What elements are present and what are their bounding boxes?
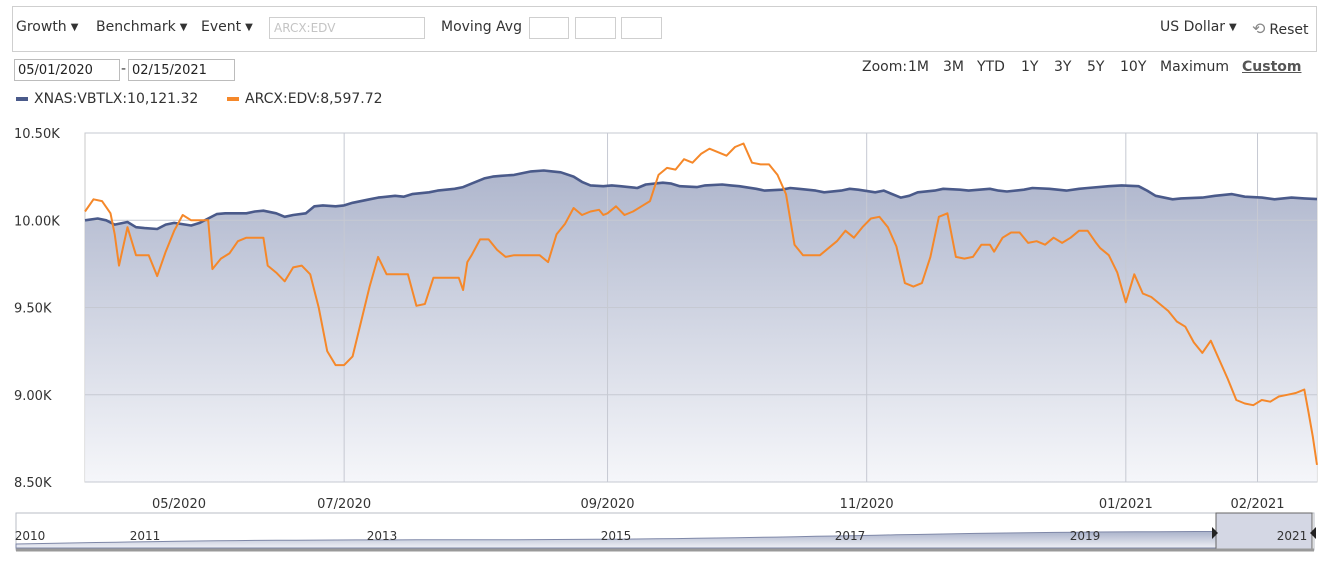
benchmark-label: Benchmark (96, 19, 176, 35)
x-tick-label: 07/2020 (317, 497, 371, 512)
legend-item-edv[interactable]: ARCX:EDV:8,597.72 (227, 91, 383, 107)
reset-label: Reset (1269, 22, 1309, 38)
x-tick-label: 11/2020 (840, 497, 894, 512)
x-tick-label: 09/2020 (581, 497, 635, 512)
y-tick-label: 10.50K (14, 127, 60, 142)
y-tick-label: 9.00K (14, 389, 52, 404)
reset-button[interactable]: ⟲ Reset (1252, 19, 1309, 38)
navigator-year-label: 2017 (835, 529, 866, 543)
navigator-year-label: 2021 (1277, 529, 1308, 543)
legend-label-edv: ARCX:EDV:8,597.72 (245, 91, 383, 107)
moving-avg-input-3[interactable] (621, 17, 662, 39)
legend-swatch-vbtlx (16, 97, 28, 101)
event-label: Event (201, 19, 242, 35)
navigator-year-label: 2015 (601, 529, 632, 543)
zoom-ytd[interactable]: YTD (977, 59, 1005, 75)
reset-icon: ⟲ (1252, 19, 1266, 38)
legend-label-vbtlx: XNAS:VBTLX:10,121.32 (34, 91, 199, 107)
zoom-maximum[interactable]: Maximum (1160, 59, 1229, 75)
currency-dropdown[interactable]: US Dollar ▼ (1160, 19, 1237, 35)
x-tick-label: 02/2021 (1231, 497, 1285, 512)
start-date-input[interactable] (14, 59, 120, 81)
zoom-label: Zoom: (862, 59, 908, 75)
navigator-right-handle-icon (1310, 527, 1316, 539)
series-line-xnas-vbtlx (84, 169, 1318, 231)
navigator-year-label: 2011 (130, 529, 161, 543)
benchmark-dropdown[interactable]: Benchmark ▼ (96, 19, 187, 35)
navigator-year-label: 2013 (367, 529, 398, 543)
symbol-input[interactable] (269, 17, 425, 39)
navigator-year-label: 2019 (1070, 529, 1101, 543)
chevron-down-icon: ▼ (1229, 22, 1237, 33)
zoom-10y[interactable]: 10Y (1120, 59, 1147, 75)
zoom-5y[interactable]: 5Y (1087, 59, 1105, 75)
zoom-3y[interactable]: 3Y (1054, 59, 1072, 75)
chevron-down-icon: ▼ (179, 22, 188, 33)
series-line-arcx-edv (84, 142, 1318, 466)
growth-label: Growth (16, 19, 67, 35)
zoom-1m[interactable]: 1M (908, 59, 929, 75)
y-tick-label: 9.50K (14, 302, 52, 317)
x-tick-label: 01/2021 (1099, 497, 1153, 512)
chevron-down-icon: ▼ (245, 22, 253, 33)
chevron-down-icon: ▼ (70, 22, 79, 33)
series-area-vbtlx (85, 170, 1317, 482)
end-date-input[interactable] (128, 59, 235, 81)
y-tick-label: 10.00K (14, 214, 60, 229)
y-tick-label: 8.50K (14, 476, 52, 491)
currency-label: US Dollar (1160, 19, 1226, 35)
chart-toolbar: Growth▼ Benchmark▼ Event▼ Moving Avg US … (12, 6, 1317, 52)
legend-item-vbtlx[interactable]: XNAS:VBTLX:10,121.32 (16, 91, 198, 107)
moving-avg-input-2[interactable] (575, 17, 616, 39)
zoom-3m[interactable]: 3M (943, 59, 964, 75)
event-dropdown[interactable]: Event ▼ (201, 19, 253, 35)
legend-swatch-edv (227, 97, 239, 101)
date-range-separator: - (121, 61, 127, 77)
x-tick-label: 05/2020 (152, 497, 206, 512)
moving-avg-label: Moving Avg (441, 19, 522, 35)
navigator-area (15, 531, 1217, 549)
zoom-custom[interactable]: Custom (1242, 59, 1302, 75)
navigator-left-handle-icon (1212, 527, 1218, 539)
zoom-1y[interactable]: 1Y (1021, 59, 1039, 75)
moving-avg-input-1[interactable] (529, 17, 569, 39)
growth-dropdown[interactable]: Growth ▼ (16, 19, 78, 35)
navigator-year-label: 2010 (15, 529, 46, 543)
